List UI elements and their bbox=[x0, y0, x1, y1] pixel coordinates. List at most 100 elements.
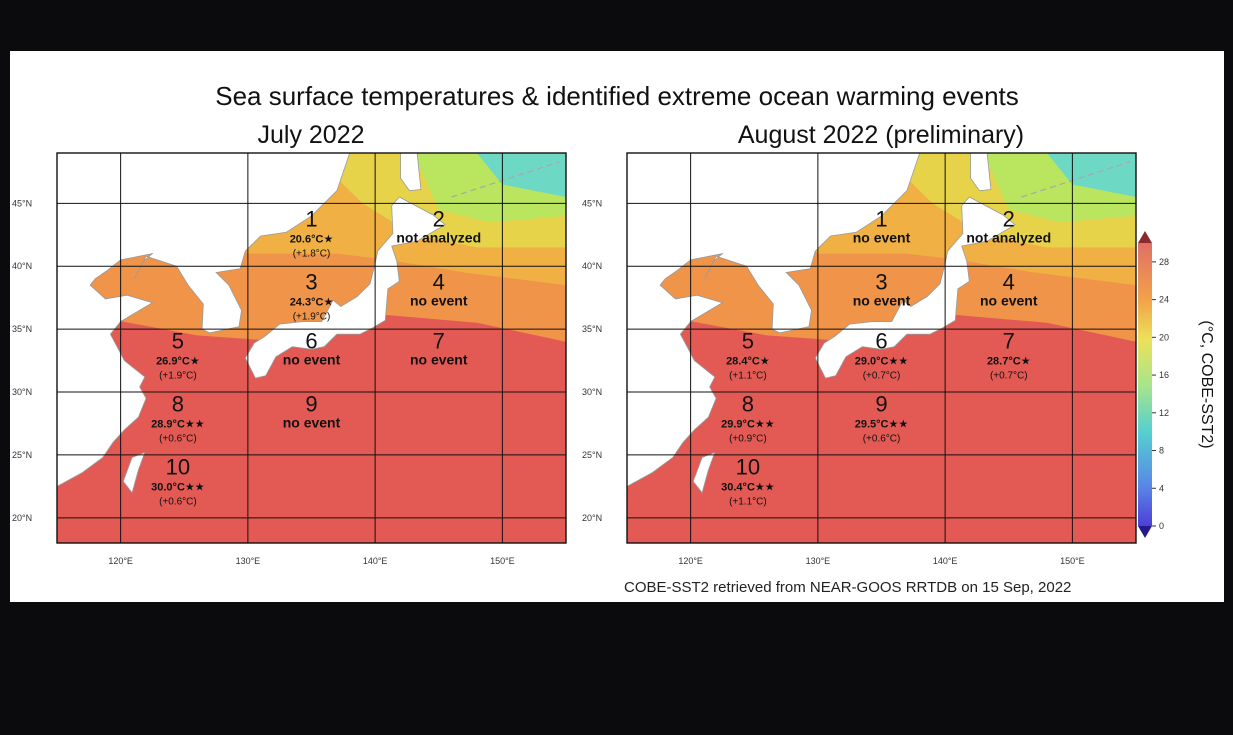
map-frame bbox=[56, 152, 567, 544]
lon-tick-label: 150°E bbox=[1060, 556, 1085, 566]
region-10-label: 10 30.0°C★★ (+0.6°C) bbox=[151, 454, 205, 507]
land-taiwan bbox=[122, 451, 146, 494]
region-anomaly: (+0.7°C) bbox=[990, 371, 1028, 382]
region-anomaly: (+0.6°C) bbox=[159, 433, 197, 444]
region-number: 6 bbox=[305, 329, 317, 354]
region-number: 10 bbox=[166, 454, 190, 479]
region-anomaly: (+1.8°C) bbox=[293, 248, 331, 259]
region-temperature: 29.0°C★★ bbox=[855, 356, 909, 368]
region-number: 5 bbox=[172, 329, 184, 354]
colorbar-tick-label: 16 bbox=[1159, 370, 1169, 380]
region-9-label: 9no event bbox=[283, 391, 341, 430]
land-japan-honshu bbox=[814, 196, 1016, 379]
colorbar-min-arrow bbox=[1138, 526, 1152, 538]
figure-card: Sea surface temperatures & identified ex… bbox=[10, 51, 1224, 602]
colorbar-tick-label: 0 bbox=[1159, 521, 1164, 531]
lon-tick-label: 120°E bbox=[678, 556, 703, 566]
map-frame bbox=[626, 152, 1137, 544]
region-temperature: 29.9°C★★ bbox=[721, 418, 775, 430]
temperature-colorbar: 0 4 8 12 16 20 24 28 (°C, COBE-SST2) bbox=[1138, 231, 1215, 538]
region-anomaly: (+0.7°C) bbox=[863, 371, 901, 382]
region-anomaly: (+0.9°C) bbox=[729, 433, 767, 444]
region-number: 2 bbox=[433, 206, 445, 231]
region-anomaly: (+1.1°C) bbox=[729, 496, 767, 507]
region-8-label: 8 29.9°C★★ (+0.9°C) bbox=[721, 391, 775, 444]
colorbar-tick-label: 20 bbox=[1159, 332, 1169, 342]
region-4-label: 4no event bbox=[410, 269, 468, 308]
region-anomaly: (+1.1°C) bbox=[729, 371, 767, 382]
region-status: not analyzed bbox=[396, 229, 481, 245]
colorbar-tick-label: 12 bbox=[1159, 408, 1169, 418]
land-sakhalin bbox=[400, 153, 422, 192]
lat-tick-label: 25°N bbox=[12, 450, 32, 460]
region-number: 1 bbox=[875, 206, 887, 231]
region-6-label: 6no event bbox=[283, 329, 341, 368]
region-number: 1 bbox=[305, 206, 317, 231]
august-sst-map: 120°E 130°E 140°E 150°E 45°N 40°N 35°N 30°N 25°N… bbox=[582, 152, 1137, 566]
dashed-boundary-line bbox=[1021, 161, 1130, 198]
lon-tick-label: 140°E bbox=[363, 556, 388, 566]
lon-tick-label: 140°E bbox=[933, 556, 958, 566]
land-japan-honshu bbox=[244, 196, 446, 379]
lat-tick-label: 40°N bbox=[582, 261, 602, 271]
region-number: 8 bbox=[742, 391, 754, 416]
region-status: no event bbox=[853, 292, 911, 308]
region-temperature: 30.4°C★★ bbox=[721, 481, 775, 493]
region-number: 9 bbox=[305, 391, 317, 416]
region-4-label: 4no event bbox=[980, 269, 1038, 308]
region-number: 2 bbox=[1003, 206, 1015, 231]
lat-tick-label: 45°N bbox=[582, 198, 602, 208]
colorbar-tick-label: 4 bbox=[1159, 483, 1164, 493]
region-3-label: 3no event bbox=[853, 269, 911, 308]
region-temperature: 26.9°C★ bbox=[156, 356, 200, 368]
region-number: 7 bbox=[433, 329, 445, 354]
region-number: 10 bbox=[736, 454, 760, 479]
lon-tick-label: 120°E bbox=[108, 556, 133, 566]
region-temperature: 28.7°C★ bbox=[987, 356, 1031, 368]
july-sst-map: 120°E 130°E 140°E 150°E 45°N 40°N 35°N 30°N 25°N… bbox=[12, 152, 567, 566]
colorbar-max-arrow bbox=[1138, 231, 1152, 243]
data-credit: COBE-SST2 retrieved from NEAR-GOOS RRTDB… bbox=[624, 579, 1072, 596]
region-temperature: 20.6°C★ bbox=[290, 233, 334, 245]
ocean-cyan-band bbox=[1046, 153, 1136, 197]
region-6-label: 6 29.0°C★★ (+0.7°C) bbox=[855, 329, 909, 382]
colorbar-tick-label: 28 bbox=[1159, 257, 1169, 267]
region-temperature: 30.0°C★★ bbox=[151, 481, 205, 493]
ocean-cyan-band bbox=[476, 153, 566, 197]
region-number: 9 bbox=[875, 391, 887, 416]
lon-tick-label: 130°E bbox=[806, 556, 831, 566]
region-number: 3 bbox=[875, 269, 887, 294]
region-temperature: 24.3°C★ bbox=[290, 296, 334, 308]
region-anomaly: (+0.6°C) bbox=[863, 433, 901, 444]
region-number: 4 bbox=[433, 269, 445, 294]
lat-tick-label: 45°N bbox=[12, 198, 32, 208]
figure-title: Sea surface temperatures & identified ex… bbox=[215, 81, 1019, 111]
lat-tick-label: 35°N bbox=[12, 324, 32, 334]
region-1-label: 1 20.6°C★ (+1.8°C) bbox=[290, 206, 334, 259]
lat-tick-label: 20°N bbox=[12, 513, 32, 523]
region-anomaly: (+0.6°C) bbox=[159, 496, 197, 507]
region-status: no event bbox=[980, 292, 1038, 308]
region-number: 4 bbox=[1003, 269, 1015, 294]
lat-tick-label: 40°N bbox=[12, 261, 32, 271]
region-number: 5 bbox=[742, 329, 754, 354]
region-anomaly: (+1.9°C) bbox=[159, 371, 197, 382]
region-temperature: 28.9°C★★ bbox=[151, 418, 205, 430]
region-status: no event bbox=[853, 229, 911, 245]
lat-tick-label: 25°N bbox=[582, 450, 602, 460]
region-status: no event bbox=[410, 292, 468, 308]
lat-tick-label: 30°N bbox=[582, 387, 602, 397]
region-1-label: 1no event bbox=[853, 206, 911, 245]
lon-tick-label: 150°E bbox=[490, 556, 515, 566]
region-status: no event bbox=[410, 352, 468, 368]
region-5-label: 5 28.4°C★ (+1.1°C) bbox=[726, 329, 770, 382]
region-10-label: 10 30.4°C★★ (+1.1°C) bbox=[721, 454, 775, 507]
region-number: 7 bbox=[1003, 329, 1015, 354]
region-9-label: 9 29.5°C★★ (+0.6°C) bbox=[855, 391, 909, 444]
region-7-label: 7 28.7°C★ (+0.7°C) bbox=[987, 329, 1031, 382]
colorbar-tick-label: 24 bbox=[1159, 295, 1169, 305]
lat-tick-label: 20°N bbox=[582, 513, 602, 523]
region-number: 6 bbox=[875, 329, 887, 354]
region-3-label: 3 24.3°C★ (+1.9°C) bbox=[290, 269, 334, 322]
